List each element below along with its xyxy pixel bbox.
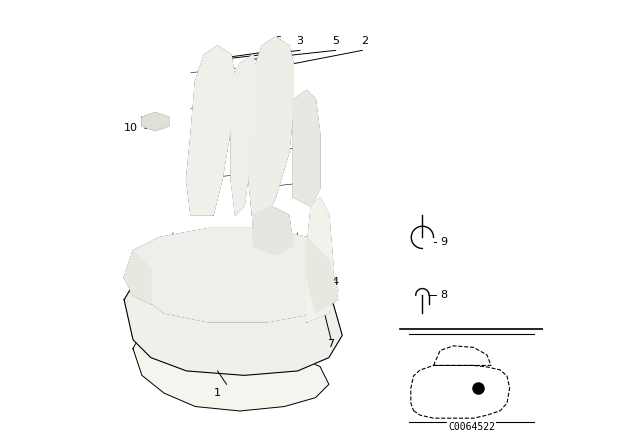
Text: 5: 5 (332, 36, 339, 47)
Polygon shape (249, 37, 293, 224)
Text: 8: 8 (440, 290, 447, 300)
Text: 9: 9 (440, 237, 447, 247)
Text: 10: 10 (124, 123, 138, 133)
Polygon shape (129, 228, 338, 322)
Polygon shape (293, 90, 320, 206)
Polygon shape (124, 251, 151, 304)
Polygon shape (124, 264, 342, 375)
Polygon shape (307, 237, 338, 313)
Text: 4: 4 (331, 277, 339, 287)
Polygon shape (307, 197, 333, 322)
Polygon shape (253, 206, 293, 255)
Text: 6: 6 (274, 36, 281, 47)
Text: 2: 2 (361, 36, 368, 47)
Text: 7: 7 (328, 339, 335, 349)
Text: 3: 3 (296, 36, 303, 47)
Text: C0064522: C0064522 (448, 422, 495, 431)
Text: 1: 1 (214, 388, 221, 398)
Polygon shape (133, 331, 329, 411)
Polygon shape (186, 46, 236, 215)
Polygon shape (231, 55, 258, 215)
Polygon shape (142, 113, 168, 130)
